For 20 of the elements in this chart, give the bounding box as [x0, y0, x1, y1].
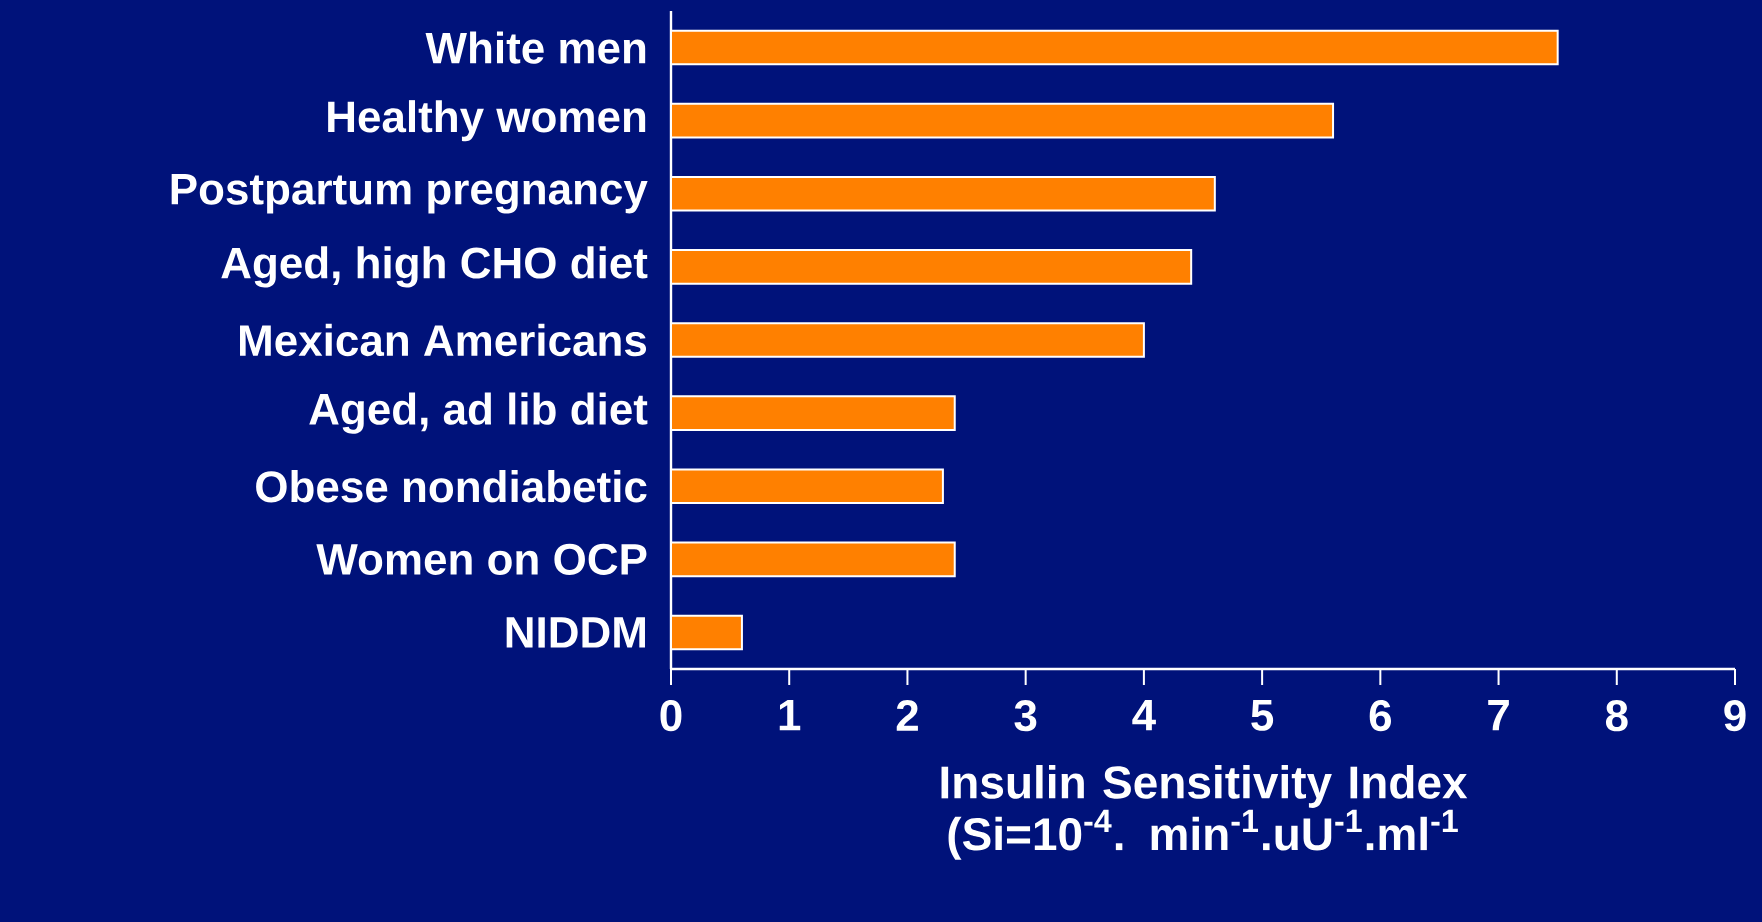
- y-tick-label: Healthy women: [328, 100, 646, 142]
- y-tick-label: Aged, high CHO diet: [221, 246, 648, 288]
- y-tick-label: Mexican Americans: [240, 323, 647, 357]
- x-tick-label: 0: [660, 700, 682, 732]
- y-tick-label: White men: [425, 31, 646, 64]
- x-tick-label: 5: [1251, 700, 1274, 731]
- y-tick-label: Postpartum pregnancy: [171, 173, 648, 214]
- y-tick-label: Women on OCP: [316, 543, 647, 575]
- x-tick-label: 2: [896, 700, 918, 731]
- y-tick-label: Obese nondiabetic: [256, 470, 647, 503]
- x-tick-label: 3: [1014, 700, 1037, 732]
- text: Insulin Sensitivity Index (Si=10$^{-4}$. min$^{-1}$.uU$^{-1}$.ml$^{-1}$: [941, 765, 1468, 860]
- x-tick-label: 7: [1488, 700, 1509, 731]
- y-tick-label: Aged, ad lib diet: [309, 392, 648, 434]
- x-tick-label: 8: [1605, 700, 1628, 732]
- y-tick-label: NIDDM: [506, 617, 645, 648]
- x-tick-label: 1: [779, 700, 801, 731]
- x-tick-label: 4: [1132, 700, 1156, 731]
- x-tick-label: 9: [1724, 700, 1746, 732]
- x-tick-label: 6: [1369, 700, 1391, 732]
